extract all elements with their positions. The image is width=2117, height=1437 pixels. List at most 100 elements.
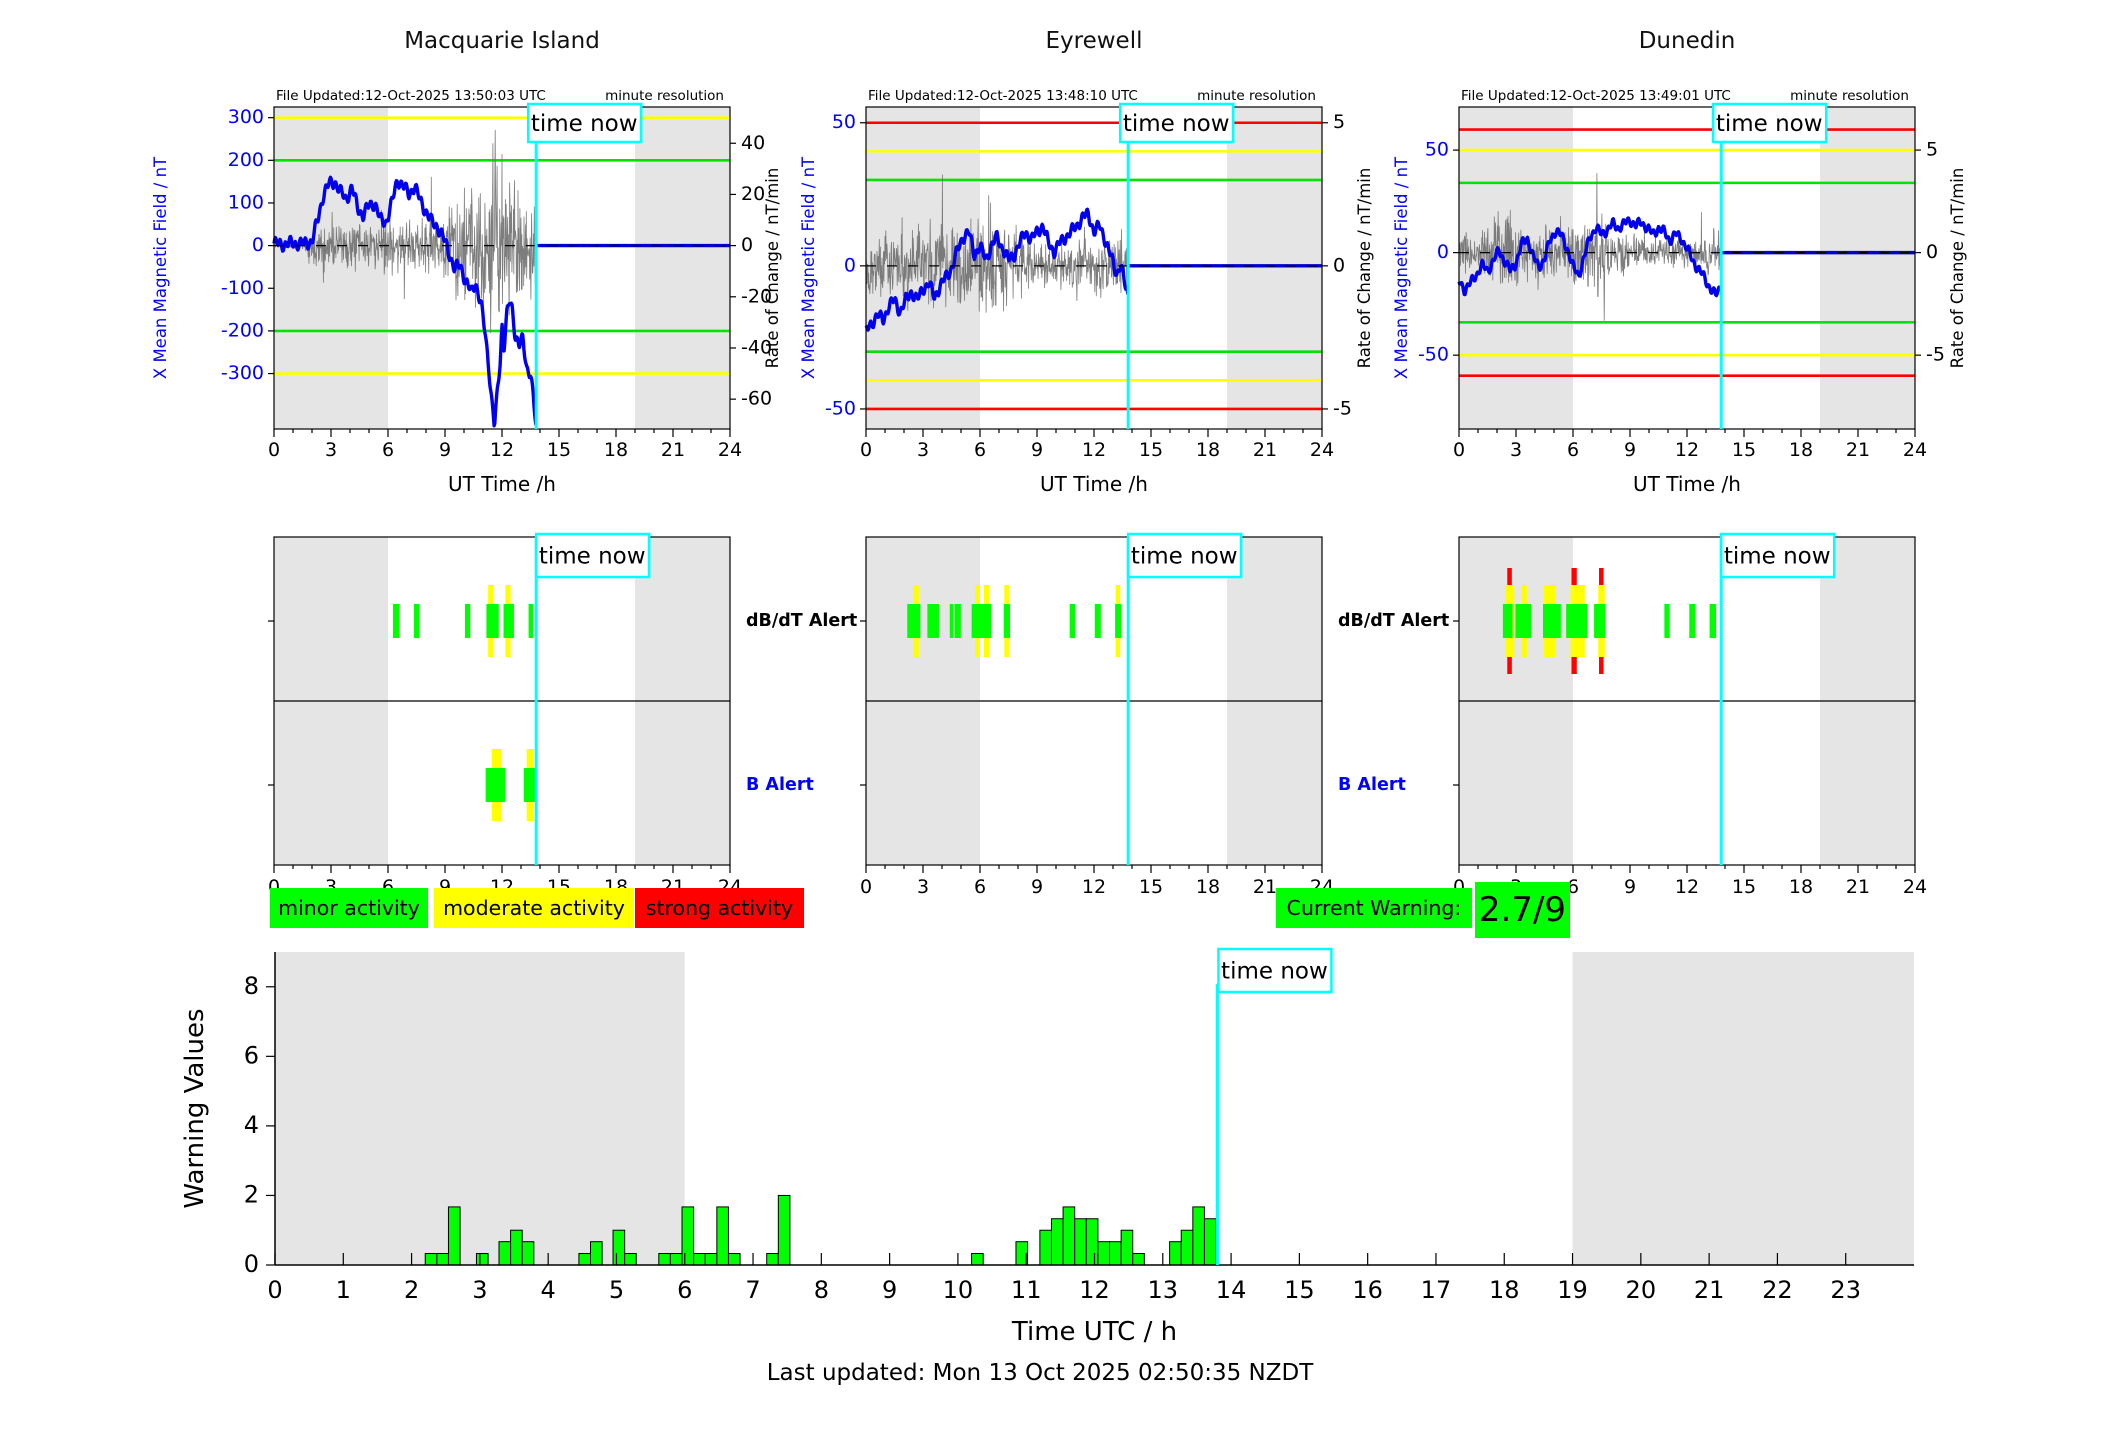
x-tick-label: 17 bbox=[1421, 1276, 1452, 1304]
warning-bar bbox=[1062, 1206, 1076, 1266]
x-tick-label: 0 bbox=[860, 876, 872, 898]
y-tick-label-right: -60 bbox=[741, 388, 772, 410]
x-axis-title: UT Time /h bbox=[448, 472, 556, 496]
mean-field-line bbox=[1457, 216, 1723, 298]
x-tick-label: 18 bbox=[1789, 439, 1813, 461]
alert-bar-minor bbox=[1689, 604, 1696, 638]
b-alert-label: B Alert bbox=[1338, 775, 1406, 795]
time-now-label: time now bbox=[539, 544, 646, 570]
alert-bar-minor bbox=[1094, 604, 1101, 638]
y-tick-label-right: -5 bbox=[1926, 344, 1945, 366]
time-now-box bbox=[1126, 532, 1243, 579]
x-tick-label: 6 bbox=[677, 1276, 692, 1304]
y-tick-label-right: 40 bbox=[741, 132, 765, 154]
time-now-box bbox=[1118, 102, 1235, 144]
y-tick-label-left: 50 bbox=[832, 111, 856, 133]
alert-bar-minor bbox=[464, 604, 471, 638]
file-updated-text: File Updated:12-Oct-2025 13:50:03 UTC bbox=[276, 88, 546, 104]
x-tick-label: 21 bbox=[1846, 439, 1870, 461]
dbdt-alert-label: dB/dT Alert bbox=[746, 611, 857, 631]
x-tick-label: 1 bbox=[336, 1276, 351, 1304]
warning-bar bbox=[669, 1253, 683, 1266]
x-tick-label: 6 bbox=[1567, 439, 1579, 461]
x-tick-label: 9 bbox=[1624, 439, 1636, 461]
warning-bar bbox=[693, 1253, 706, 1266]
current-warning-value: 2.7/9 bbox=[1475, 882, 1570, 938]
rate-of-change-noise-line bbox=[865, 174, 1129, 313]
warning-bar bbox=[1120, 1229, 1134, 1266]
y-tick-label-right: 0 bbox=[741, 234, 753, 256]
x-tick-label: 12 bbox=[1675, 439, 1699, 461]
y-tick-label-right: -40 bbox=[741, 336, 772, 358]
alert-bar-minor bbox=[1515, 604, 1532, 638]
y-tick-label-right: -20 bbox=[741, 285, 772, 307]
alert-panel-dunedin: 03691215182124time now bbox=[1453, 532, 1927, 898]
time-now-box bbox=[1711, 102, 1828, 144]
alert-bar-minor bbox=[1069, 604, 1075, 638]
warning-bar bbox=[1050, 1218, 1064, 1266]
x-tick-label: 0 bbox=[1453, 439, 1465, 461]
time-now-label: time now bbox=[1131, 544, 1238, 570]
alert-bar-minor bbox=[528, 604, 534, 638]
x-axis-title: Time UTC / h bbox=[1011, 1317, 1177, 1347]
alert-bar-minor bbox=[1664, 604, 1670, 638]
x-tick-label: 18 bbox=[1196, 439, 1220, 461]
warning-bar bbox=[498, 1241, 512, 1266]
x-tick-label: 10 bbox=[943, 1276, 974, 1304]
y-tick-label-left: 200 bbox=[228, 149, 264, 171]
warning-bar bbox=[1192, 1206, 1205, 1266]
right-axis-title: Rate of Change / nT/min bbox=[763, 168, 782, 369]
x-tick-label: 8 bbox=[814, 1276, 829, 1304]
x-tick-label: 6 bbox=[974, 876, 986, 898]
last-updated-text: Last updated: Mon 13 Oct 2025 02:50:35 N… bbox=[766, 1360, 1314, 1386]
alert-bar-minor bbox=[907, 604, 921, 638]
y-tick-label-right: -5 bbox=[1333, 397, 1352, 419]
x-tick-label: 18 bbox=[1196, 876, 1220, 898]
warning-bar bbox=[521, 1241, 535, 1266]
x-tick-label: 9 bbox=[1031, 439, 1043, 461]
warning-bar bbox=[475, 1253, 489, 1266]
warning-bar bbox=[1085, 1218, 1099, 1266]
x-tick-label: 7 bbox=[745, 1276, 760, 1304]
x-tick-label: 24 bbox=[1310, 439, 1334, 461]
current-warning-label: Current Warning: bbox=[1276, 888, 1472, 928]
y-tick-label-right: 0 bbox=[1333, 254, 1345, 276]
alert-bar-minor bbox=[954, 604, 961, 638]
day-shade bbox=[274, 107, 388, 429]
x-tick-label: 21 bbox=[661, 439, 685, 461]
time-now-box bbox=[534, 532, 651, 579]
x-tick-label: 12 bbox=[1079, 1276, 1110, 1304]
warning-bar bbox=[1203, 1218, 1217, 1266]
x-tick-label: 15 bbox=[1732, 876, 1756, 898]
day-shade bbox=[635, 107, 730, 429]
x-tick-label: 22 bbox=[1762, 1276, 1793, 1304]
alert-bar-minor bbox=[1594, 604, 1606, 638]
x-tick-label: 24 bbox=[1903, 439, 1927, 461]
y-tick-label-left: 0 bbox=[844, 254, 856, 276]
y-tick-label-left: -300 bbox=[221, 362, 264, 384]
day-shade bbox=[1820, 107, 1915, 429]
time-now-label: time now bbox=[1724, 544, 1831, 570]
x-tick-label: 15 bbox=[1732, 439, 1756, 461]
x-tick-label: 21 bbox=[1846, 876, 1870, 898]
x-tick-label: 12 bbox=[1675, 876, 1699, 898]
x-axis-title: UT Time /h bbox=[1040, 472, 1148, 496]
warning-bar bbox=[658, 1253, 671, 1266]
x-tick-label: 16 bbox=[1352, 1276, 1383, 1304]
warning-bar bbox=[1169, 1241, 1182, 1266]
x-tick-label: 3 bbox=[917, 439, 929, 461]
x-tick-label: 5 bbox=[609, 1276, 624, 1304]
mean-field-line bbox=[272, 175, 538, 428]
y-tick-label-left: -100 bbox=[221, 277, 264, 299]
x-tick-label: 0 bbox=[267, 1276, 282, 1304]
y-tick-label: 2 bbox=[244, 1180, 259, 1208]
day-shade bbox=[1572, 952, 1914, 1265]
day-shade bbox=[866, 107, 980, 429]
legend-strong-activity: strong activity bbox=[635, 888, 804, 928]
alert-bar-minor bbox=[486, 604, 499, 638]
warning-bar bbox=[624, 1253, 637, 1266]
time-now-label: time now bbox=[1221, 959, 1328, 985]
